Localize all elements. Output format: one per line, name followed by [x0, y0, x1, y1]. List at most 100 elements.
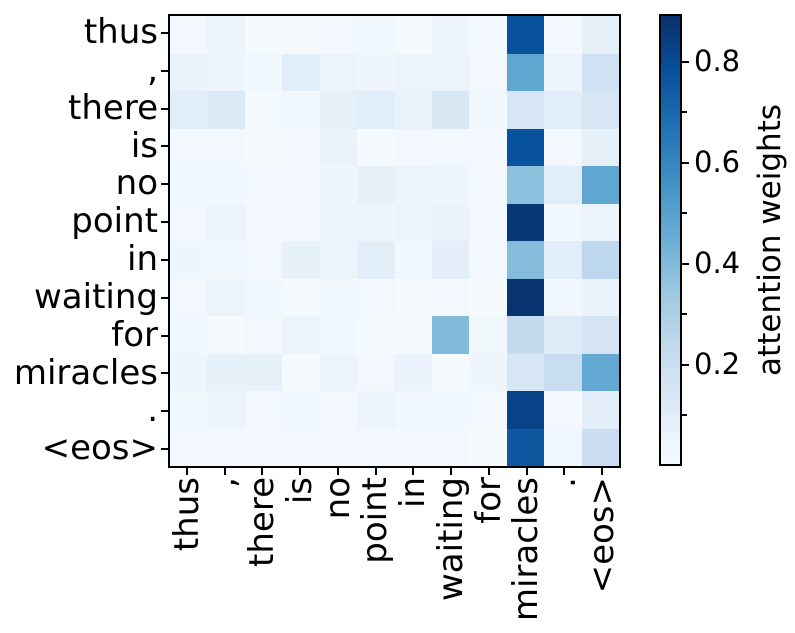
- heatmap-cell: [469, 316, 507, 354]
- heatmap-cell: [207, 316, 245, 354]
- heatmap-cell: [469, 128, 507, 166]
- heatmap-cell: [207, 91, 245, 129]
- heatmap-cell: [506, 91, 545, 129]
- heatmap-cell: [581, 428, 619, 466]
- heatmap-cell: [394, 166, 432, 204]
- heatmap-cell: [581, 128, 619, 166]
- heatmap-cell: [170, 353, 208, 391]
- heatmap-cell: [357, 241, 395, 279]
- heatmap-cell: [544, 391, 582, 429]
- heatmap-cell: [319, 16, 358, 54]
- heatmap-cell: [469, 278, 507, 316]
- heatmap-cell: [319, 316, 358, 354]
- heatmap-cell: [244, 391, 283, 429]
- heatmap-cell: [394, 241, 432, 279]
- heatmap-cell: [244, 203, 283, 241]
- heatmap-cell: [357, 16, 395, 54]
- heatmap-cell: [581, 91, 619, 129]
- heatmap-cell: [544, 353, 582, 391]
- x-tick-label-text: in: [393, 477, 434, 508]
- x-tick-label: ,: [204, 477, 244, 488]
- heatmap-cell: [357, 316, 395, 354]
- heatmap-cell: [170, 128, 208, 166]
- heatmap-cell: [282, 316, 320, 354]
- y-tick-label: miracles: [13, 352, 158, 393]
- colorbar-label-wrap: attention weights: [746, 14, 795, 466]
- heatmap-cell: [357, 203, 395, 241]
- heatmap-cell: [170, 241, 208, 279]
- y-tick-label: is: [130, 125, 158, 166]
- x-tick-label: there: [242, 477, 282, 567]
- heatmap-cell: [469, 203, 507, 241]
- heatmap-cell: [207, 166, 245, 204]
- heatmap-cell: [207, 128, 245, 166]
- x-tick-label-text: point: [355, 477, 396, 564]
- x-tick-mark: [374, 468, 377, 475]
- heatmap-cell: [506, 203, 545, 241]
- colorbar-label: attention weights: [751, 104, 788, 376]
- y-tick-mark: [161, 296, 168, 299]
- heatmap-cell: [506, 166, 545, 204]
- heatmap-cell: [319, 91, 358, 129]
- heatmap-cell: [544, 428, 582, 466]
- heatmap-cell: [431, 166, 470, 204]
- heatmap-cell: [244, 53, 283, 91]
- x-tick-label: thus: [167, 477, 207, 551]
- y-tick-mark: [161, 183, 168, 186]
- x-tick-label-text: is: [279, 477, 320, 505]
- colorbar-major-tick: [682, 363, 689, 366]
- x-tick-label: waiting: [431, 477, 471, 601]
- heatmap-cell: [170, 316, 208, 354]
- heatmap-cell: [431, 128, 470, 166]
- x-tick-mark: [601, 468, 604, 475]
- heatmap-cell: [431, 316, 470, 354]
- heatmap-cell: [544, 16, 582, 54]
- x-tick-label: point: [355, 477, 396, 564]
- heatmap-cell: [506, 128, 545, 166]
- heatmap-cell: [282, 241, 320, 279]
- heatmap-cell: [357, 278, 395, 316]
- y-tick-label: .: [147, 390, 158, 431]
- heatmap-cell: [581, 166, 619, 204]
- y-tick-mark: [161, 410, 168, 413]
- heatmap-cell: [207, 391, 245, 429]
- colorbar-tick-label: 0.8: [694, 44, 741, 79]
- x-tick-label: <eos>: [582, 477, 622, 593]
- heatmap-cell: [581, 278, 619, 316]
- heatmap-cell: [394, 428, 432, 466]
- heatmap-cell: [469, 353, 507, 391]
- heatmap-cell: [282, 278, 320, 316]
- heatmap-cell: [170, 428, 208, 466]
- heatmap-cell: [469, 16, 507, 54]
- heatmap-cell: [431, 241, 470, 279]
- y-tick-mark: [161, 107, 168, 110]
- heatmap-cell: [394, 53, 432, 91]
- heatmap-cell: [319, 241, 358, 279]
- heatmap-cell: [431, 353, 470, 391]
- colorbar-major-tick: [682, 262, 689, 265]
- colorbar-minor-tick: [682, 111, 687, 114]
- heatmap-cell: [544, 241, 582, 279]
- heatmap-cell: [319, 128, 358, 166]
- heatmap-cell: [244, 278, 283, 316]
- heatmap-cell: [544, 203, 582, 241]
- heatmap-cell: [282, 391, 320, 429]
- y-tick-mark: [161, 258, 168, 261]
- x-tick-mark: [185, 468, 188, 475]
- heatmap-cell: [357, 166, 395, 204]
- heatmap-cell: [282, 128, 320, 166]
- colorbar-major-tick: [682, 161, 689, 164]
- heatmap-cell: [581, 353, 619, 391]
- heatmap-cell: [394, 128, 432, 166]
- heatmap-cell: [431, 278, 470, 316]
- y-tick-mark: [161, 69, 168, 72]
- heatmap-cell: [170, 91, 208, 129]
- heatmap-cell: [581, 241, 619, 279]
- heatmap-cell: [244, 428, 283, 466]
- x-tick-mark: [487, 468, 490, 475]
- heatmap-grid: [168, 14, 621, 468]
- heatmap-cell: [469, 166, 507, 204]
- x-tick-mark: [412, 468, 415, 475]
- heatmap-cell: [244, 166, 283, 204]
- heatmap-cell: [469, 91, 507, 129]
